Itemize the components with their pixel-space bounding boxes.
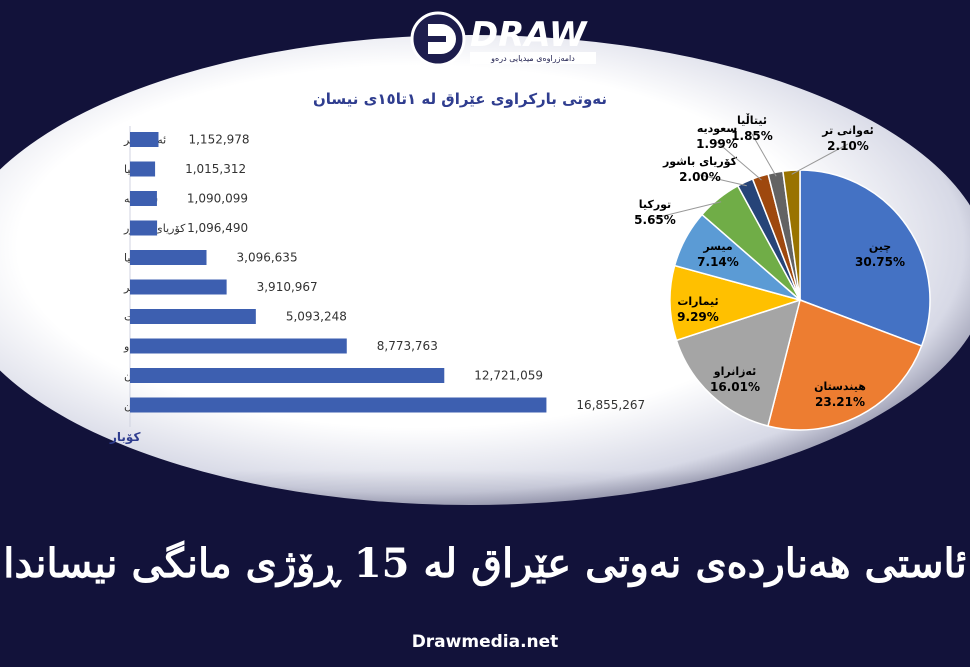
pie-leader-line	[699, 174, 747, 187]
bar-value-label: 1,096,490	[187, 221, 248, 235]
pie-slice	[675, 298, 802, 427]
pie-slice-label: کۆریای باشور	[662, 155, 738, 168]
pie-slice-percent: 1.85%	[731, 129, 773, 143]
pie-slice-label: چین	[869, 240, 891, 253]
pie-slice-label: تورکیا	[639, 198, 671, 211]
bar-value-label: 1,090,099	[187, 192, 248, 206]
bar-chart: ئەوانی تر1,152,978ئیتاڵیا1,015,312سعودیە…	[109, 126, 645, 445]
pie-slice-label: ئەزانراو	[713, 365, 757, 378]
pie-slice-percent: 2.10%	[827, 139, 869, 153]
pie-leader-line	[654, 201, 722, 219]
bar	[130, 220, 158, 236]
pie-slice-percent: 5.65%	[634, 213, 676, 227]
bar	[130, 338, 347, 354]
bar-value-label: 1,015,312	[185, 162, 246, 176]
chart-title: نەوتی بارکراوی عێراق لە ١تا١٥ی نیسان	[312, 90, 608, 108]
pie-slice-label: میسر	[702, 240, 732, 253]
pie-slice-percent: 9.29%	[677, 310, 719, 324]
pie-leader-line	[716, 141, 762, 181]
pie-slice	[799, 169, 931, 347]
bar	[130, 368, 445, 383]
pie-slice-label: ئەوانی تر	[821, 124, 873, 137]
bar-value-label: 5,093,248	[286, 310, 347, 324]
bar	[130, 397, 547, 413]
pie-slice-label: هیندستان	[814, 380, 866, 393]
pie-slice-label: ئیتاڵیا	[737, 113, 767, 127]
bar-value-label: 1,152,978	[188, 133, 249, 147]
bar	[130, 161, 156, 177]
pie-slice-percent: 23.21%	[815, 395, 865, 409]
pie-slice-percent: 2.00%	[679, 170, 721, 184]
pie-slice-label: ئیمارات	[677, 295, 718, 308]
pie-slice-percent: 7.14%	[697, 255, 739, 269]
bar-value-label: 3,096,635	[237, 251, 298, 265]
bar-value-label: 16,855,267	[576, 398, 645, 412]
pie-slice-percent: 1.99%	[696, 137, 738, 151]
pie-leader-line	[791, 143, 849, 175]
draw-logo: DRAW دامەزراوەی میدیایی درەو	[410, 11, 596, 67]
pie-slice-label: سعودیە	[697, 122, 737, 135]
pie-slice-percent: 16.01%	[710, 380, 760, 394]
bar	[130, 309, 256, 324]
bar	[130, 132, 159, 147]
bar	[130, 191, 157, 206]
bar-unit-label: کۆبار	[109, 430, 140, 445]
bar-value-label: 8,773,763	[377, 339, 438, 353]
bar-value-label: 3,910,967	[257, 280, 318, 294]
bar	[130, 250, 207, 265]
logo-text: DRAW	[470, 15, 588, 55]
pie-slice-percent: 30.75%	[855, 255, 905, 269]
headline: ئاستی هەناردەی نەوتی عێراق لە 15 ڕۆژی ما…	[3, 540, 967, 587]
logo-tagline: دامەزراوەی میدیایی درەو	[490, 54, 575, 63]
pie-chart: چین 30.75% هیندستان 23.21% ئەزانراو 16.01% ئیم…	[634, 113, 931, 431]
pie-slice	[767, 299, 923, 431]
footer-url[interactable]: Drawmedia.net	[411, 632, 559, 652]
bar	[130, 279, 227, 295]
pie-leader-line	[751, 133, 777, 177]
bar-value-label: 12,721,059	[474, 369, 543, 383]
